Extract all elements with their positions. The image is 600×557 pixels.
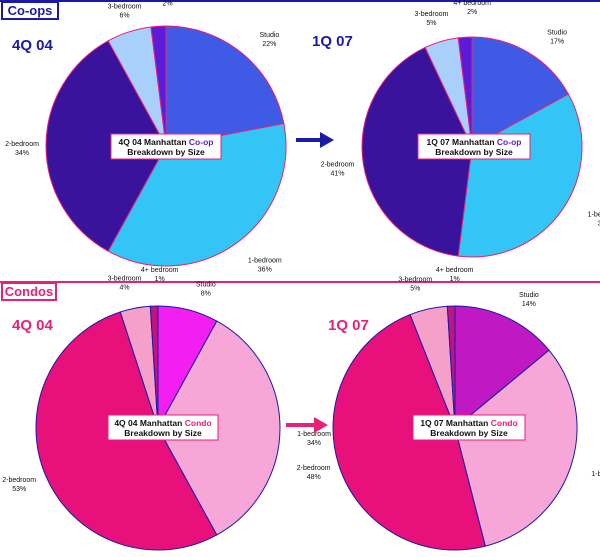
center-prefix: 1Q 07 Manhattan: [420, 418, 488, 428]
slice-label-studio: Studio: [196, 281, 216, 288]
pie-coop-4q04: Studio 22% 1-bedroom 36% 2-bedroom 34% 3-bedro…: [5, 0, 287, 273]
slice-value-1-bedroom: 35%: [598, 221, 600, 228]
slice-value-4-bedroom: 2%: [467, 9, 477, 16]
slice-label-1-bedroom: 1-bedroom: [591, 471, 600, 478]
pie-slice-1-bedroom: [454, 349, 578, 547]
slice-label-studio: Studio: [259, 32, 279, 39]
slice-label-4-bedroom: 4+ bedroom: [453, 0, 491, 7]
condos-title: Condos: [5, 284, 53, 299]
slice-label-3-bedroom: 3-bedroom: [108, 275, 142, 282]
slice-label-3-bedroom: 3-bedroom: [108, 4, 142, 11]
center-kind: Co-op: [497, 137, 522, 147]
slice-label-studio: Studio: [547, 29, 567, 36]
pie-slice-studio: [471, 36, 570, 148]
slice-value-2-bedroom: 53%: [12, 486, 26, 493]
svg-text:1Q 07 Manhattan Condo: 1Q 07 Manhattan Condo: [420, 418, 517, 428]
slice-label-4-bedroom: 4+ bedroom: [436, 267, 474, 274]
condos-section: Condos 4Q 04 1Q 07 Studio 8% 1-bedroom 34% 2…: [0, 267, 600, 551]
center-line2: Breakdown by Size: [127, 147, 205, 157]
slice-value-3-bedroom: 5%: [426, 20, 436, 27]
slice-value-3-bedroom: 4%: [119, 284, 129, 291]
pie-slice-2-bedroom: [332, 313, 486, 551]
slice-value-studio: 22%: [262, 41, 276, 48]
coops-arrow: [296, 132, 334, 148]
coop-1q07-center-label: 1Q 07 Manhattan Co-op Breakdown by Size: [417, 133, 531, 160]
slice-label-3-bedroom: 3-bedroom: [414, 11, 448, 18]
svg-text:4Q 04 Manhattan Co-op: 4Q 04 Manhattan Co-op: [119, 137, 214, 147]
pie-condo-1q07: Studio14%1-bedroom32%2-bedroom48%3-bedro…: [297, 267, 600, 551]
slice-value-2-bedroom: 48%: [307, 474, 321, 481]
slice-label-1-bedroom: 1-bedroom: [248, 257, 282, 264]
pie-slice-1-bedroom: [457, 93, 583, 258]
condos-arrow: [286, 417, 328, 433]
condos-title-box: [1, 282, 57, 301]
slice-value-3-bedroom: 6%: [120, 13, 130, 20]
slice-value-4-bedroom: 1%: [450, 276, 460, 283]
condo-4q04-center-label: 4Q 04 Manhattan Condo Breakdown by Size: [107, 414, 219, 441]
coop-4q04-center-label: 4Q 04 Manhattan Co-op Breakdown by Size: [110, 133, 222, 160]
coops-title: Co-ops: [8, 3, 53, 18]
slice-value-4-bedroom: 1%: [155, 276, 165, 283]
slice-label-1-bedroom: 1-bedroom: [297, 431, 331, 438]
condos-period-left: 4Q 04: [12, 317, 54, 334]
center-line2: Breakdown by Size: [430, 428, 508, 438]
slice-value-1-bedroom: 36%: [258, 266, 272, 273]
center-prefix: 1Q 07 Manhattan: [427, 137, 495, 147]
slice-label-studio: Studio: [519, 292, 539, 299]
slice-label-2-bedroom: 2-bedroom: [2, 477, 36, 484]
slice-value-4-bedroom: 2%: [163, 0, 173, 7]
slice-value-3-bedroom: 5%: [410, 285, 420, 292]
center-prefix: 4Q 04 Manhattan: [114, 418, 182, 428]
coops-section: Co-ops 4Q 04 1Q 07 Studio 22% 1-bedroom 36%…: [0, 0, 600, 273]
pie-slice-studio: [454, 305, 550, 430]
pie-slice-2-bedroom: [45, 40, 167, 252]
pie-slice-2-bedroom: [361, 46, 473, 257]
slice-value-studio: 17%: [550, 38, 564, 45]
slice-label-2-bedroom: 2-bedroom: [297, 465, 331, 472]
slice-label-3-bedroom: 3-bedroom: [398, 276, 432, 283]
slice-value-1-bedroom: 34%: [307, 440, 321, 447]
pie-slice-1-bedroom: [107, 122, 287, 267]
coops-title-box: [1, 1, 59, 20]
slice-value-2-bedroom: 34%: [15, 150, 29, 157]
slice-value-studio: 8%: [201, 290, 211, 297]
pie-slice-studio: [165, 25, 285, 147]
svg-text:4Q 04 Manhattan Condo: 4Q 04 Manhattan Condo: [114, 418, 211, 428]
coops-period-right: 1Q 07: [312, 33, 353, 50]
slice-label-2-bedroom: 2-bedroom: [5, 141, 39, 148]
slice-label-1-bedroom: 1-bedroom: [588, 212, 600, 219]
condos-period-right: 1Q 07: [328, 317, 369, 334]
slice-value-2-bedroom: 41%: [330, 170, 344, 177]
condo-1q07-center-label: 1Q 07 Manhattan Condo Breakdown by Size: [412, 414, 526, 441]
pie-slice-1-bedroom: [157, 320, 281, 536]
center-kind: Co-op: [189, 137, 214, 147]
slice-value-studio: 14%: [522, 301, 536, 308]
coops-period-left: 4Q 04: [12, 37, 54, 54]
center-prefix: 4Q 04 Manhattan: [119, 137, 187, 147]
center-line2: Breakdown by Size: [124, 428, 202, 438]
slice-label-4-bedroom: 4+ bedroom: [141, 267, 179, 274]
svg-text:1Q 07 Manhattan Co-op: 1Q 07 Manhattan Co-op: [427, 137, 522, 147]
pie-slice-4-bedroom: [150, 25, 167, 147]
pie-slice-4-bedroom: [149, 305, 159, 429]
pie-coop-1q07: Studio 17% 1-bedroom 35% 2-bedroom 41% 3-bedro…: [321, 0, 600, 258]
slice-label-2-bedroom: 2-bedroom: [321, 161, 355, 168]
pie-slice-4-bedroom: [446, 305, 456, 429]
center-line2: Breakdown by Size: [435, 147, 513, 157]
pie-slice-4-bedroom: [457, 36, 473, 148]
center-kind: Condo: [185, 418, 212, 428]
center-kind: Condo: [491, 418, 518, 428]
pie-condo-4q04: Studio 8% 1-bedroom 34% 2-bedroom 53% 3-bedroo…: [2, 267, 331, 551]
